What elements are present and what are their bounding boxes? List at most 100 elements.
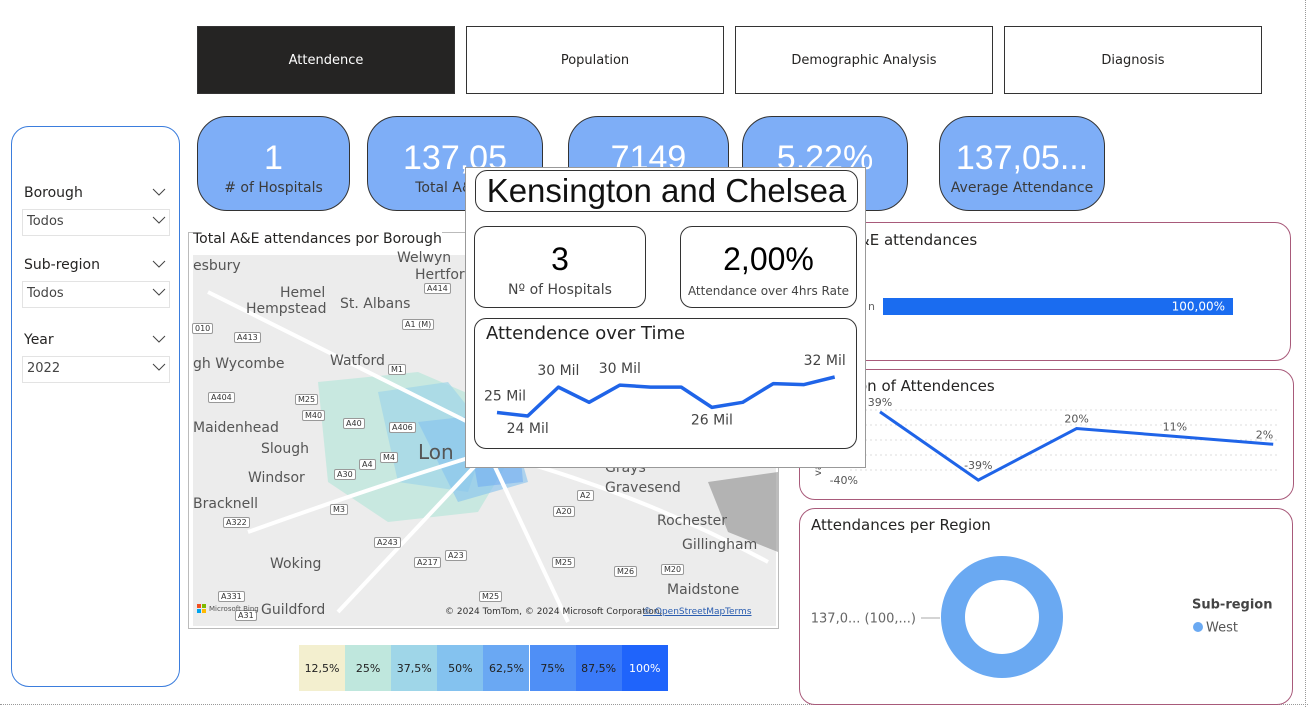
map-link[interactable]: Terms: [725, 607, 752, 617]
chart-title: Attendence over Time: [486, 323, 686, 344]
road-label: M4: [380, 452, 398, 463]
legend-cell: 12,5%: [299, 645, 346, 691]
map-place: Lon: [418, 440, 454, 464]
road-label: A23: [445, 550, 467, 561]
chevron[interactable]: [152, 187, 166, 197]
legend-cell: 100%: [621, 645, 668, 691]
legend-cell: 37,5%: [391, 645, 438, 691]
panel-title: on of Attendences: [858, 377, 995, 395]
road-label: A31: [235, 610, 257, 621]
legend-cell: 75%: [529, 645, 576, 691]
map-place: gh Wycombe: [193, 356, 285, 372]
legend-cell: 25%: [345, 645, 392, 691]
dropdown-value: Todos: [27, 286, 64, 301]
road-label: M26: [614, 566, 638, 577]
map-place: Watford: [330, 353, 385, 369]
map-title: Total A&E attendances por Borough: [193, 231, 442, 247]
filter-label: Year: [24, 332, 54, 348]
dropdown[interactable]: [22, 356, 170, 383]
tooltip-card: 2,00% Attendance over 4hrs Rate: [680, 226, 857, 308]
card-value: 3: [551, 241, 569, 277]
chevron[interactable]: [152, 287, 166, 297]
map-place: Guildford: [261, 602, 326, 618]
filter-label: Borough: [24, 185, 83, 201]
legend-label: 75%: [540, 661, 565, 675]
map-place: Woking: [270, 556, 322, 572]
road-label: A406: [389, 422, 416, 433]
legend-label: 50%: [448, 661, 473, 675]
map-place: Rochester: [657, 513, 727, 529]
legend-label: 12,5%: [304, 661, 340, 675]
road-label: A217: [414, 557, 441, 568]
road-label: M25: [479, 591, 503, 602]
filter-label: Sub-region: [24, 257, 100, 273]
road-label: A243: [374, 537, 401, 548]
road-label: M20: [661, 564, 685, 575]
road-label: A4: [359, 459, 376, 470]
panel-title: Attendances per Region: [811, 516, 991, 534]
road-label: A2: [577, 490, 594, 501]
tooltip-title: Kensington and Chelsea: [475, 170, 858, 212]
map-link[interactable]: © OpenStreetMap: [643, 607, 726, 617]
tab[interactable]: Diagnosis: [1004, 26, 1262, 94]
map-place: Bracknell: [193, 496, 259, 512]
legend-label: 25%: [355, 661, 381, 675]
dropdown[interactable]: [22, 209, 170, 236]
dropdown-value: Todos: [27, 214, 64, 229]
road-label: A40: [343, 418, 365, 429]
legend-cell: 87,5%: [575, 645, 622, 691]
legend-cell: 62,5%: [483, 645, 530, 691]
donut-panel: [799, 508, 1293, 705]
dropdown-value: 2022: [27, 361, 61, 376]
dropdown[interactable]: [22, 281, 170, 308]
panel-title: &E attendances: [858, 231, 978, 249]
map-place: Welwyn: [397, 250, 452, 266]
legend-cell: 50%: [437, 645, 484, 691]
kpi-label: Average Attendance: [950, 180, 1094, 196]
road-label: A30: [334, 469, 356, 480]
card-value: 2,00%: [723, 241, 814, 277]
chevron[interactable]: [152, 215, 166, 225]
map-place: esbury: [193, 258, 241, 274]
legend-label: 100%: [629, 661, 661, 675]
map-place: Gravesend: [605, 480, 681, 496]
tab[interactable]: Attendence: [197, 26, 455, 94]
tooltip-card: 3 Nº of Hospitals: [474, 226, 646, 308]
map-place: Hemel: [280, 285, 326, 301]
tooltip: [465, 167, 866, 468]
road-label: A1 (M): [402, 319, 435, 330]
road-label: A404: [208, 392, 235, 403]
road-label: A322: [223, 517, 250, 528]
map-place: Slough: [261, 441, 309, 457]
map-place: Windsor: [248, 470, 305, 486]
card-label: Nº of Hospitals: [508, 282, 612, 298]
map-copyright: © 2024 TomTom, © 2024 Microsoft Corporat…: [445, 607, 663, 617]
kpi-card: 137,05... Average Attendance: [939, 116, 1105, 211]
chevron[interactable]: [152, 259, 166, 269]
kpi-value: 137,05...: [955, 139, 1089, 177]
road-label: M25: [552, 557, 576, 568]
page-edge: [0, 704, 1308, 705]
map-brand: Microsoft Bing: [209, 605, 259, 613]
road-label: A413: [234, 332, 261, 343]
chevron[interactable]: [152, 334, 166, 344]
map-place: Maidstone: [667, 582, 740, 598]
road-label: A331: [218, 591, 245, 602]
map-place: Hempstead: [246, 301, 327, 317]
page-edge: [1305, 0, 1306, 707]
tab[interactable]: Population: [466, 26, 724, 94]
road-label: M25: [295, 394, 319, 405]
road-label: M1: [388, 364, 406, 375]
tooltip-chart: [474, 318, 857, 449]
road-label: A414: [424, 283, 451, 294]
map-place: Hertford: [415, 267, 474, 283]
legend-label: 62,5%: [488, 661, 524, 675]
tab[interactable]: Demographic Analysis: [735, 26, 993, 94]
filter-panel: [11, 126, 180, 687]
road-label: A20: [553, 506, 575, 517]
kpi-card: 1 # of Hospitals: [197, 116, 350, 211]
chevron[interactable]: [152, 362, 166, 372]
kpi-value: 1: [264, 139, 283, 177]
legend-label: 87,5%: [581, 661, 617, 675]
